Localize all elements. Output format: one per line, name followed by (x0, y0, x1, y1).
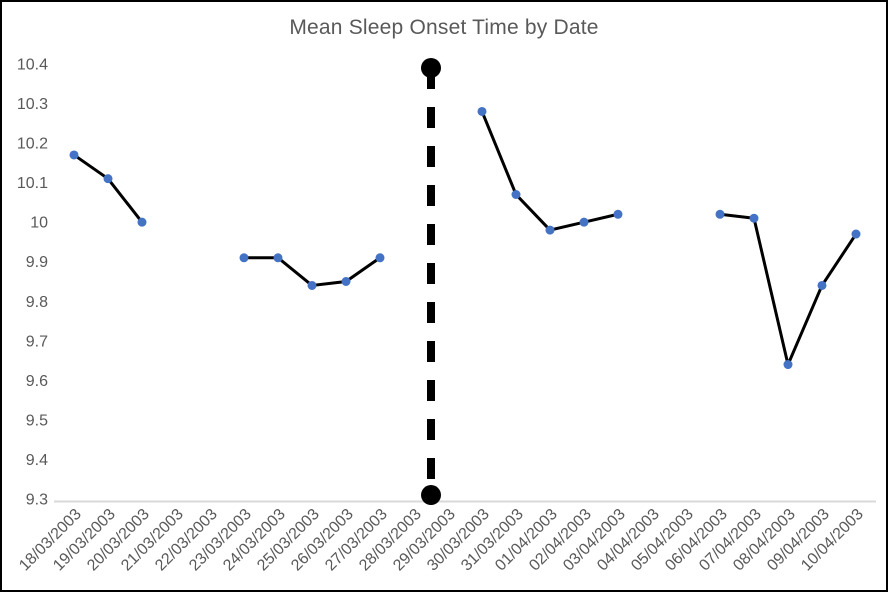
y-axis-tick-label: 10.3 (17, 96, 48, 113)
series-line-segment (718, 212, 858, 370)
y-axis-tick-label: 9.4 (26, 452, 48, 469)
y-axis-tick-label: 10.4 (17, 57, 48, 74)
data-point-marker (817, 280, 827, 290)
data-point-marker (375, 253, 385, 263)
y-axis-tick-label: 9.6 (26, 373, 48, 390)
data-point-marker (545, 225, 555, 235)
data-point-marker (613, 209, 623, 219)
chart-title: Mean Sleep Onset Time by Date (289, 16, 599, 39)
y-axis-tick-label: 9.5 (26, 412, 48, 429)
series-line-segment (72, 153, 144, 224)
y-axis-tick-label: 9.8 (26, 294, 48, 311)
data-point-marker (715, 209, 725, 219)
data-point-marker (477, 106, 487, 116)
y-axis-tick-label: 9.9 (26, 254, 48, 271)
y-axis-tick-label: 9.3 (26, 492, 48, 509)
data-point-marker (137, 217, 147, 227)
data-point-marker (511, 190, 521, 199)
divider-top-dot (421, 57, 441, 78)
y-axis-tick-label: 9.7 (26, 333, 48, 350)
data-point-marker (749, 213, 759, 223)
data-point-marker (341, 277, 351, 286)
data-point-marker (69, 150, 79, 160)
divider-bottom-dot (421, 485, 441, 506)
y-axis-tick-label: 10.1 (17, 175, 48, 192)
data-point-marker (273, 253, 283, 263)
series-line-segment (480, 109, 620, 232)
data-point-marker (579, 217, 589, 227)
data-point-marker (239, 253, 249, 263)
y-axis-tick-label: 10.2 (17, 136, 48, 153)
data-point-marker (851, 229, 861, 239)
data-point-marker (103, 174, 113, 184)
data-point-marker (783, 360, 793, 370)
data-point-marker (307, 280, 317, 290)
y-axis-tick-label: 10 (30, 215, 48, 232)
